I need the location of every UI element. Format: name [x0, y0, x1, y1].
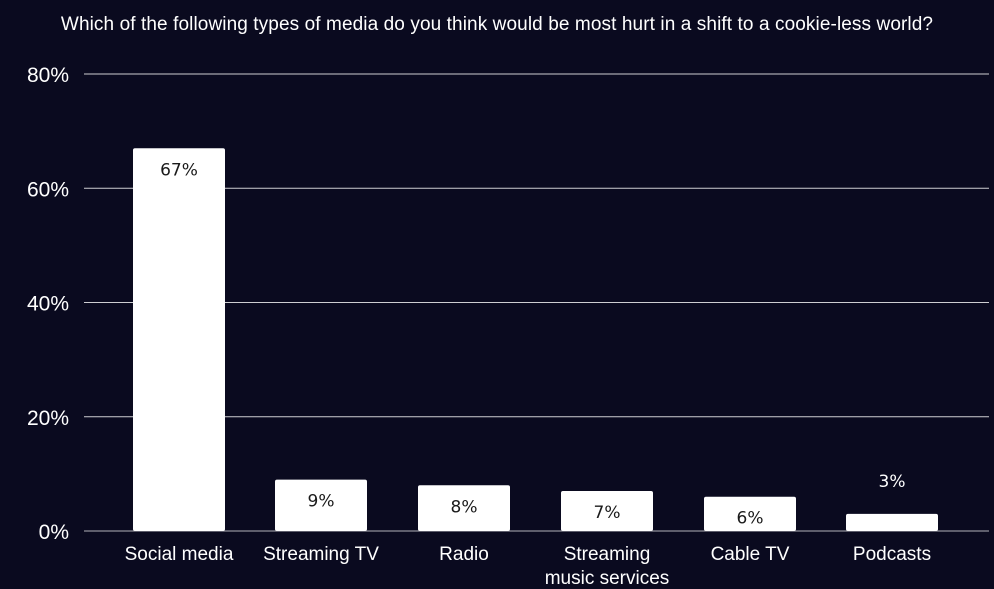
category-label-line: Streaming TV	[263, 544, 379, 565]
gridlines	[84, 73, 989, 532]
category-label-line: Streaming	[564, 544, 651, 565]
category-label-line: Social media	[125, 544, 234, 565]
bar	[275, 479, 367, 531]
data-label: 7%	[594, 503, 621, 523]
category-label: Podcasts	[853, 544, 931, 565]
category-label-line: Radio	[439, 544, 489, 565]
data-label: 8%	[451, 497, 478, 517]
category-label: Streaming TV	[263, 544, 379, 565]
category-label: Streaming music services	[545, 544, 670, 589]
data-label: 3%	[879, 472, 906, 492]
category-label-line: Cable TV	[711, 544, 790, 565]
y-tick-label: 60%	[27, 178, 69, 201]
bar	[561, 491, 653, 531]
x-axis-categories: Social media Streaming TV Radio Streaming mu…	[125, 544, 931, 589]
bars	[133, 148, 938, 531]
y-tick-label: 80%	[27, 64, 69, 87]
chart-title: Which of the following types of media do…	[60, 14, 934, 35]
bar	[846, 513, 938, 531]
data-label: 67%	[160, 160, 198, 180]
y-tick-label: 40%	[27, 293, 69, 316]
y-tick-label: 20%	[27, 407, 69, 430]
bar	[704, 496, 796, 531]
bar	[133, 148, 225, 531]
category-label: Social media	[125, 544, 234, 565]
data-label: 6%	[737, 509, 764, 529]
category-label-line: Podcasts	[853, 544, 931, 565]
y-axis-ticks: 0% 20% 40% 60% 80%	[27, 64, 69, 544]
category-label: Cable TV	[711, 544, 790, 565]
data-labels: 67% 9% 8% 7% 6% 3%	[160, 160, 905, 528]
bar	[418, 485, 510, 531]
y-tick-label: 0%	[39, 521, 69, 544]
category-label: Radio	[439, 544, 489, 565]
category-label-line: music services	[545, 568, 670, 589]
data-label: 9%	[308, 492, 335, 512]
